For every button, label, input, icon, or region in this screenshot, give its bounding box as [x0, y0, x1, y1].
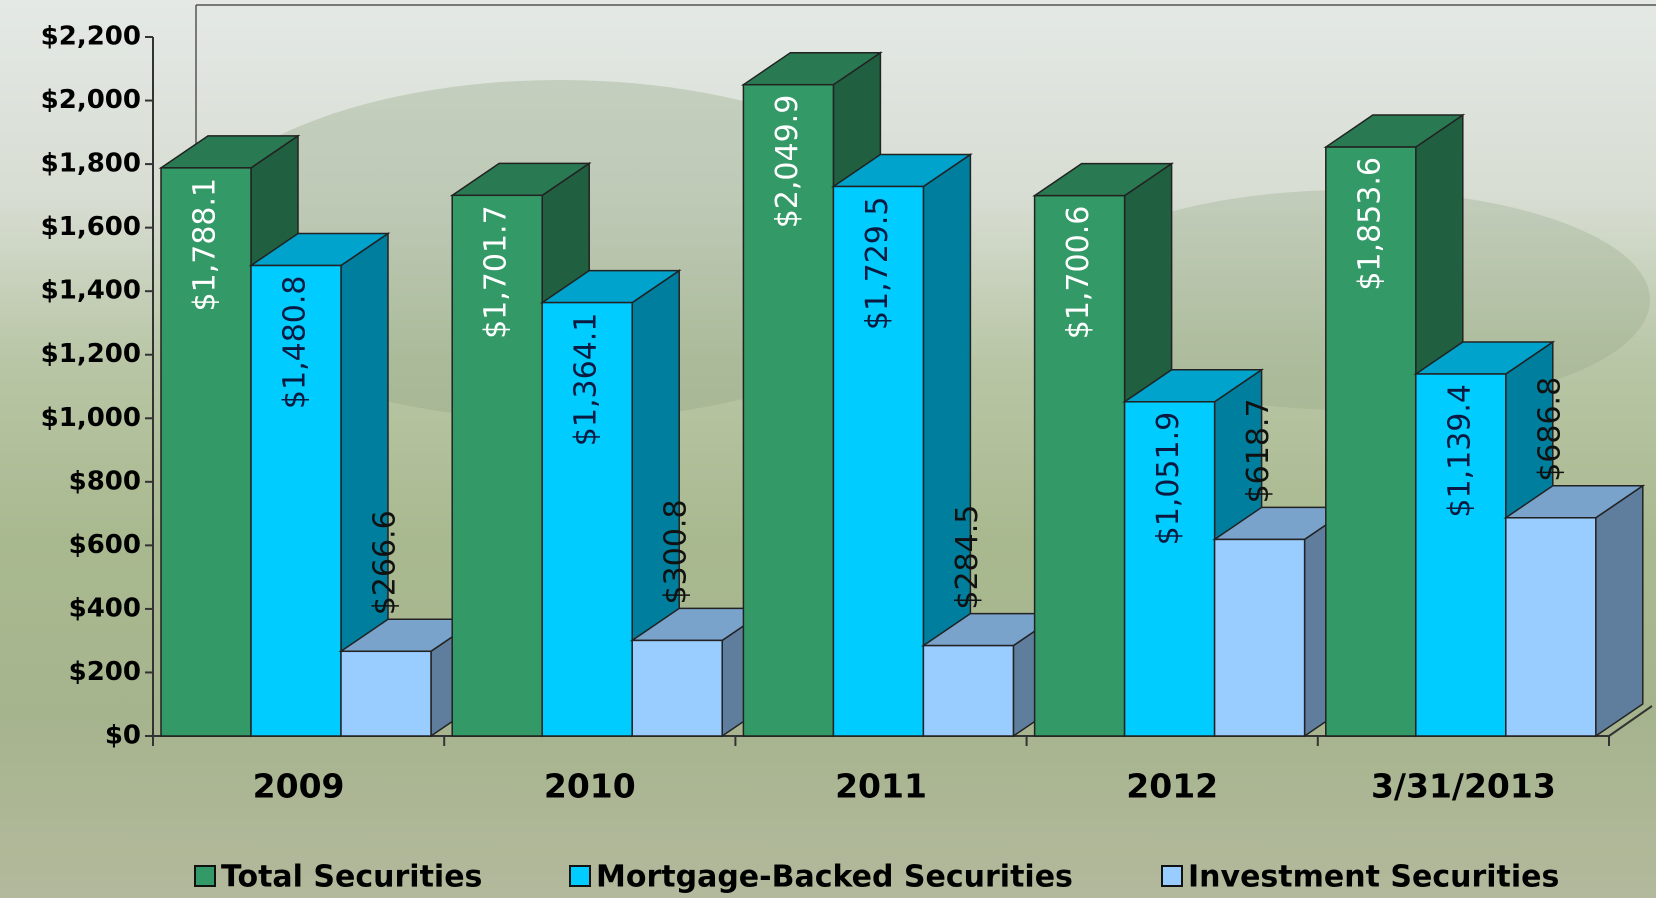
legend-swatch [195, 866, 215, 886]
bar [1215, 539, 1305, 736]
value-label: $1,700.6 [1061, 206, 1096, 340]
y-tick-label: $1,600 [41, 212, 141, 242]
y-tick-label: $1,800 [41, 149, 141, 179]
value-label: $618.7 [1241, 398, 1276, 503]
y-tick-label: $2,000 [41, 85, 141, 115]
y-tick-label: $0 [105, 721, 141, 751]
bar [1506, 518, 1596, 736]
y-tick-label: $1,000 [41, 403, 141, 433]
legend-swatch [570, 866, 590, 886]
value-label: $1,480.8 [278, 276, 313, 410]
x-tick-label: 3/31/2013 [1371, 767, 1556, 806]
y-tick-label: $1,200 [41, 339, 141, 369]
value-label: $1,853.6 [1352, 157, 1387, 291]
x-tick-label: 2012 [1126, 767, 1218, 806]
bar [341, 651, 431, 736]
value-label: $2,049.9 [770, 95, 805, 229]
value-label: $1,139.4 [1442, 384, 1477, 518]
bar-side [1596, 486, 1643, 736]
y-tick-label: $800 [69, 466, 141, 496]
legend-label: Total Securities [221, 860, 482, 895]
legend-label: Investment Securities [1188, 860, 1559, 895]
y-tick-label: $200 [69, 657, 141, 687]
y-tick-label: $400 [69, 593, 141, 623]
value-label: $1,788.1 [188, 178, 223, 312]
value-label: $284.5 [950, 505, 985, 610]
chart: $0 $200 $400 $600 $800 $1,000 $1,200 $1,400 $1,6… [0, 0, 1656, 898]
x-tick-label: 2010 [544, 767, 636, 806]
bar [632, 640, 722, 736]
value-label: $1,364.1 [569, 313, 604, 447]
x-tick-label: 2009 [253, 767, 345, 806]
value-label: $300.8 [659, 499, 694, 604]
legend-label: Mortgage-Backed Securities [596, 860, 1073, 895]
y-tick-label: $1,400 [41, 276, 141, 306]
value-label: $1,701.7 [479, 205, 514, 339]
y-tick-label: $2,200 [41, 22, 141, 52]
bar [923, 646, 1013, 736]
legend-swatch [1162, 866, 1182, 886]
value-label: $1,729.5 [860, 196, 895, 330]
value-label: $266.6 [368, 510, 403, 615]
value-label: $1,051.9 [1151, 412, 1186, 546]
x-tick-label: 2011 [835, 767, 927, 806]
value-label: $686.8 [1532, 377, 1567, 482]
y-tick-label: $600 [69, 530, 141, 560]
